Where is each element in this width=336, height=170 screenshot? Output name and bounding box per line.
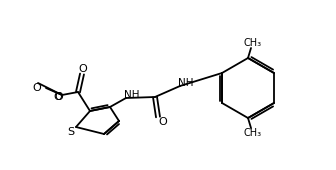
Text: S: S — [68, 127, 75, 137]
Text: O: O — [54, 92, 62, 102]
Text: O: O — [159, 117, 167, 127]
Text: O: O — [55, 92, 64, 102]
Text: O: O — [79, 64, 87, 74]
Text: NH: NH — [178, 78, 194, 88]
Text: CH₃: CH₃ — [244, 38, 262, 48]
Text: CH₃: CH₃ — [244, 128, 262, 138]
Text: NH: NH — [124, 90, 140, 100]
Text: O: O — [33, 83, 41, 93]
